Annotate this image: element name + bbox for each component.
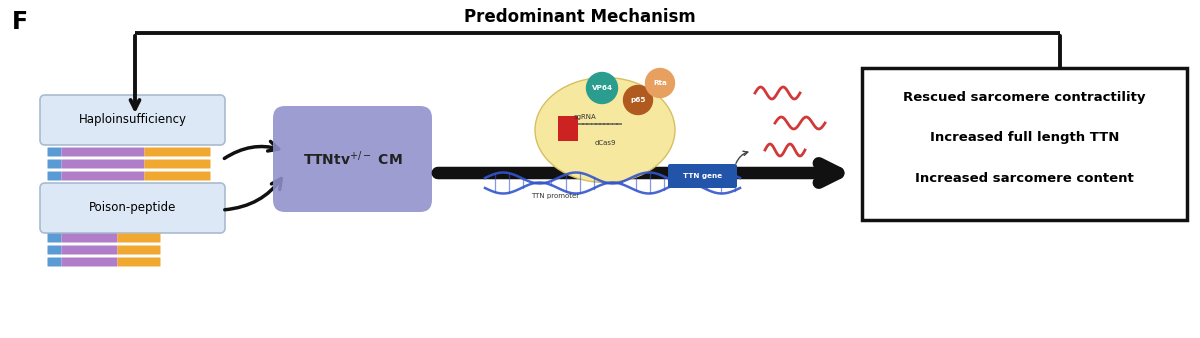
FancyBboxPatch shape bbox=[40, 183, 226, 233]
FancyBboxPatch shape bbox=[144, 171, 210, 180]
Text: dCas9: dCas9 bbox=[594, 140, 616, 146]
Text: TTN gene: TTN gene bbox=[683, 173, 722, 179]
Text: Increased sarcomere content: Increased sarcomere content bbox=[916, 171, 1134, 185]
Bar bbox=[582, 122, 588, 125]
Bar bbox=[587, 122, 593, 125]
Bar bbox=[578, 122, 584, 125]
Bar bbox=[569, 116, 570, 141]
FancyBboxPatch shape bbox=[48, 171, 61, 180]
FancyBboxPatch shape bbox=[61, 258, 118, 266]
Bar bbox=[595, 122, 601, 125]
FancyBboxPatch shape bbox=[144, 147, 210, 156]
FancyBboxPatch shape bbox=[668, 164, 737, 188]
FancyBboxPatch shape bbox=[48, 160, 61, 169]
Circle shape bbox=[587, 72, 618, 103]
Circle shape bbox=[624, 86, 653, 115]
FancyBboxPatch shape bbox=[61, 245, 118, 255]
Text: Haploinsufficiency: Haploinsufficiency bbox=[78, 114, 186, 126]
FancyBboxPatch shape bbox=[61, 160, 144, 169]
Bar bbox=[616, 122, 622, 125]
FancyBboxPatch shape bbox=[48, 234, 61, 242]
FancyBboxPatch shape bbox=[862, 68, 1187, 220]
Bar bbox=[562, 116, 564, 141]
Bar bbox=[590, 122, 596, 125]
Text: F: F bbox=[12, 10, 28, 34]
Bar bbox=[576, 116, 578, 141]
Bar bbox=[560, 116, 562, 141]
FancyBboxPatch shape bbox=[48, 258, 61, 266]
Bar bbox=[604, 122, 610, 125]
Text: p65: p65 bbox=[630, 97, 646, 103]
Text: Rta: Rta bbox=[653, 80, 667, 86]
Bar bbox=[599, 122, 605, 125]
Bar bbox=[572, 116, 574, 141]
Bar bbox=[566, 116, 568, 141]
Ellipse shape bbox=[535, 77, 674, 183]
FancyBboxPatch shape bbox=[48, 147, 61, 156]
Text: Predominant Mechanism: Predominant Mechanism bbox=[464, 8, 696, 26]
FancyBboxPatch shape bbox=[48, 245, 61, 255]
Text: Poison-peptide: Poison-peptide bbox=[89, 201, 176, 215]
Text: TTN promoter: TTN promoter bbox=[530, 193, 580, 199]
FancyBboxPatch shape bbox=[274, 106, 432, 212]
Text: Increased full length TTN: Increased full length TTN bbox=[930, 131, 1120, 145]
Bar bbox=[612, 122, 618, 125]
FancyBboxPatch shape bbox=[118, 245, 161, 255]
Circle shape bbox=[646, 69, 674, 97]
Bar bbox=[558, 116, 559, 141]
FancyBboxPatch shape bbox=[40, 95, 226, 145]
Bar bbox=[607, 122, 613, 125]
FancyBboxPatch shape bbox=[61, 234, 118, 242]
FancyBboxPatch shape bbox=[118, 258, 161, 266]
Bar bbox=[575, 116, 576, 141]
Text: Rescued sarcomere contractility: Rescued sarcomere contractility bbox=[904, 92, 1146, 104]
Text: sgRNA: sgRNA bbox=[574, 114, 596, 120]
Text: VP64: VP64 bbox=[592, 85, 612, 91]
FancyBboxPatch shape bbox=[61, 147, 144, 156]
FancyBboxPatch shape bbox=[61, 171, 144, 180]
Text: TTNtv$^{+/-}$ CM: TTNtv$^{+/-}$ CM bbox=[302, 150, 402, 168]
FancyBboxPatch shape bbox=[144, 160, 210, 169]
Bar bbox=[570, 116, 572, 141]
FancyBboxPatch shape bbox=[118, 234, 161, 242]
Bar bbox=[564, 116, 565, 141]
